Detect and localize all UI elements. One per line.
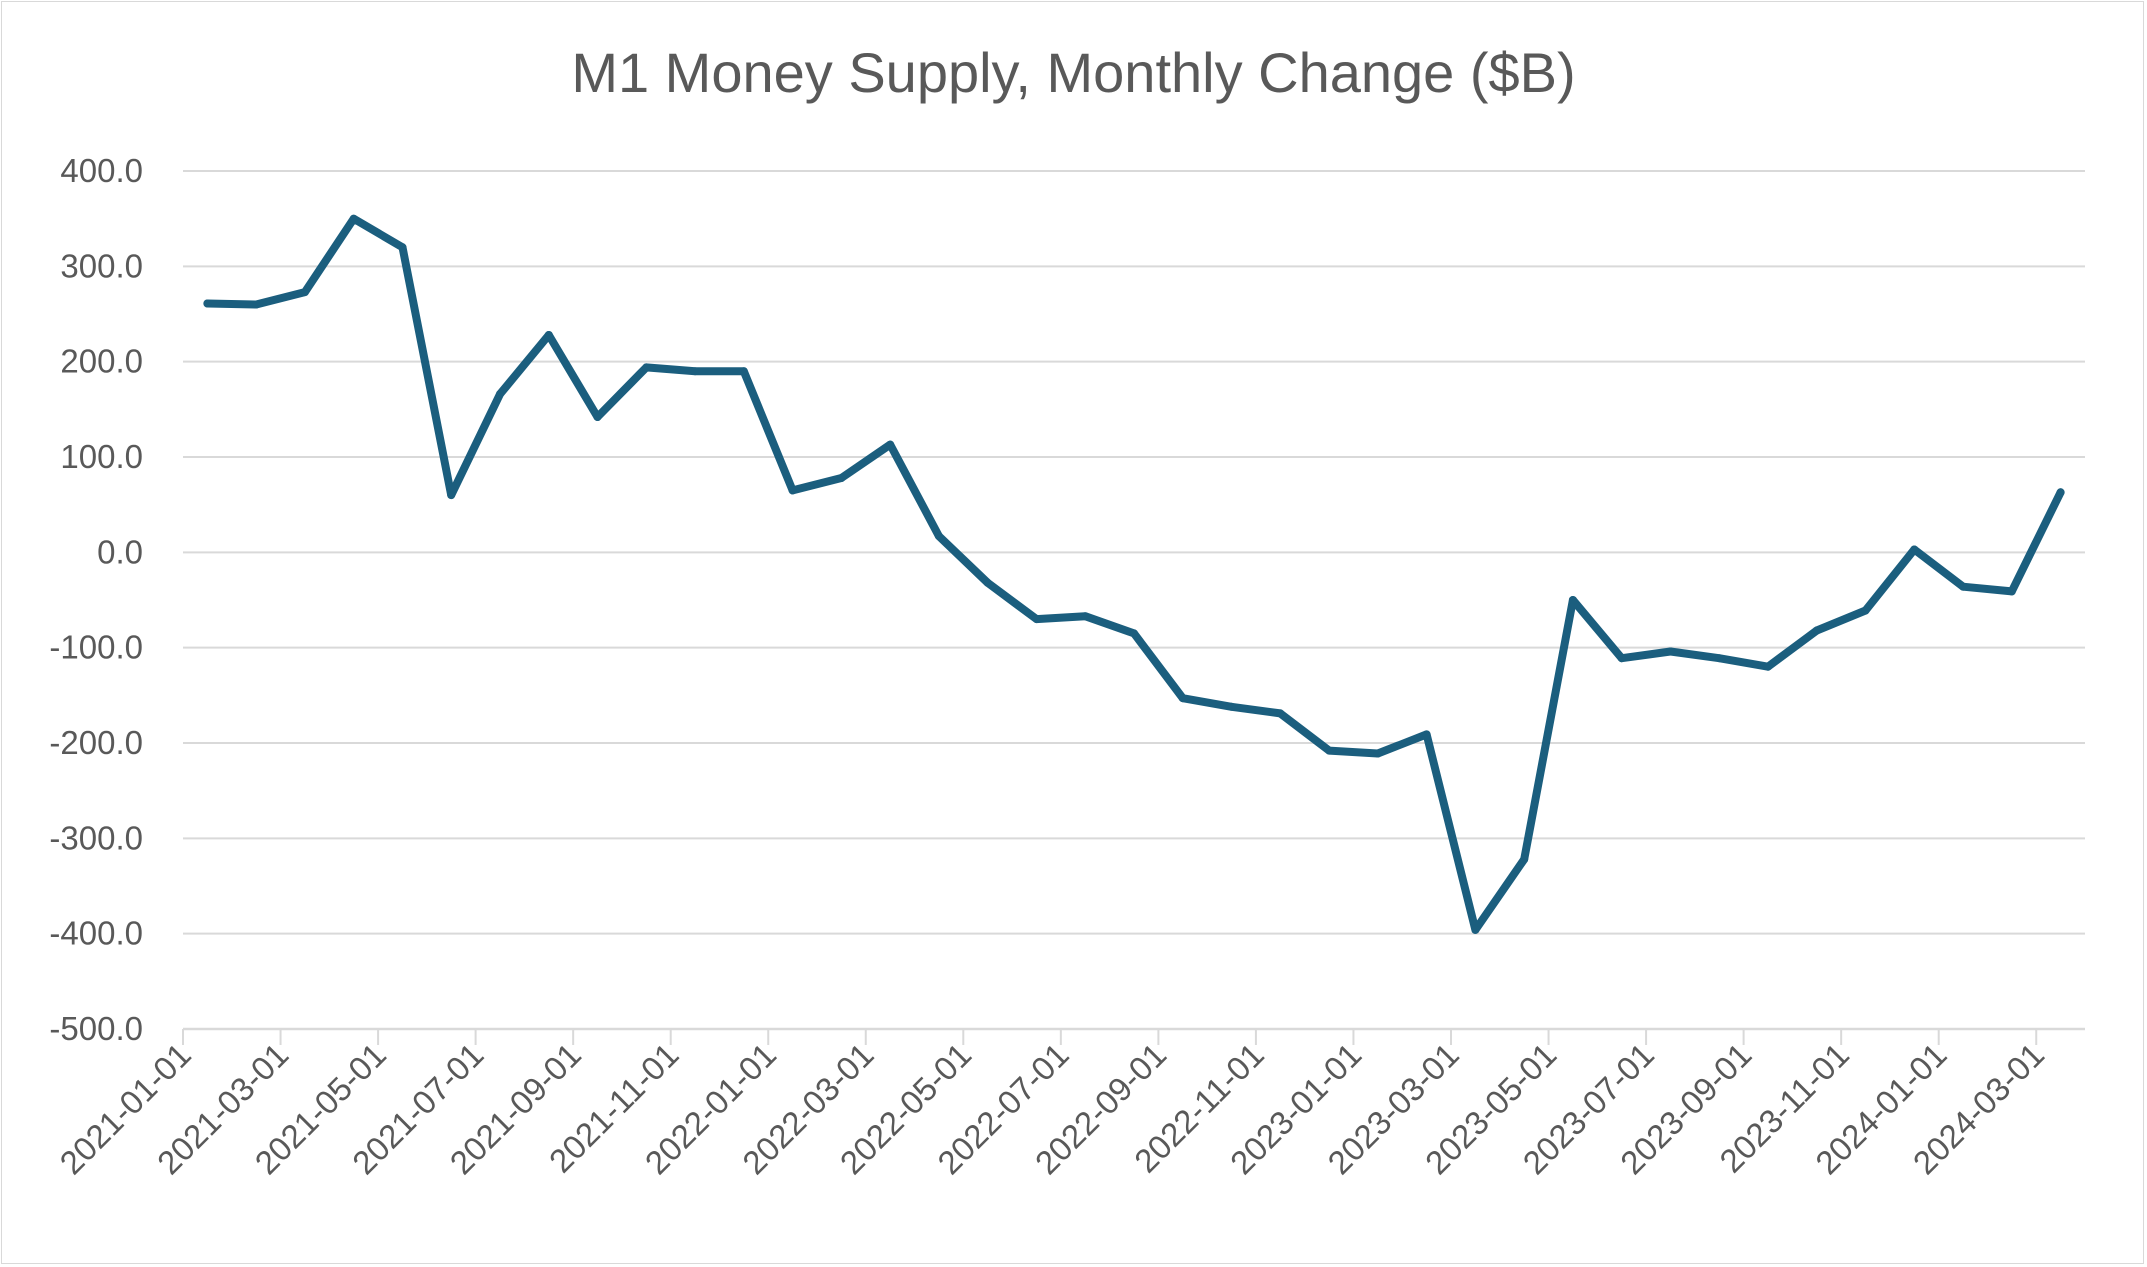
data-point	[837, 474, 846, 482]
data-point	[1276, 709, 1285, 718]
data-point	[1959, 582, 1968, 591]
data-point	[544, 331, 553, 339]
data-point	[1081, 612, 1090, 621]
y-tick-label: -500.0	[49, 1010, 143, 1047]
y-tick-label: 400.0	[60, 152, 143, 189]
data-point	[642, 363, 651, 372]
y-tick-label: 100.0	[60, 438, 143, 475]
data-point	[1861, 606, 1870, 615]
data-point	[788, 486, 797, 495]
data-point	[1764, 662, 1772, 671]
chart-title: M1 Money Supply, Monthly Change ($B)	[571, 41, 1576, 104]
data-point	[1178, 694, 1187, 703]
data-point	[934, 532, 943, 541]
data-point	[1373, 749, 1382, 758]
data-point	[1812, 626, 1821, 635]
data-point	[691, 367, 700, 376]
y-axis-labels: 400.0 300.0 200.0 100.0 0.0 -100.0 -200.0 -300.…	[49, 152, 143, 1047]
x-axis	[182, 1029, 2038, 1045]
data-point	[300, 288, 309, 297]
data-point	[447, 491, 456, 500]
y-tick-label: -300.0	[49, 819, 143, 856]
y-tick-label: 0.0	[97, 533, 143, 570]
data-point	[1471, 925, 1480, 934]
data-point	[252, 300, 261, 309]
data-point	[1715, 654, 1724, 663]
data-point	[1617, 654, 1626, 663]
data-point	[1568, 596, 1577, 604]
y-tick-label: -100.0	[49, 629, 143, 666]
series-line	[203, 214, 2065, 934]
y-tick-label: -400.0	[49, 915, 143, 952]
data-point	[593, 413, 602, 421]
gridlines	[183, 170, 2085, 1031]
y-tick-label: 200.0	[60, 343, 143, 380]
data-point	[1325, 746, 1334, 755]
data-point	[983, 578, 992, 587]
x-axis-labels: 2021-01-012021-03-012021-05-012021-07-01…	[52, 1036, 2051, 1182]
data-point	[739, 367, 748, 376]
data-point	[886, 440, 895, 449]
data-point	[1910, 545, 1919, 554]
y-tick-label: -200.0	[49, 724, 143, 761]
data-point	[1666, 647, 1675, 656]
data-point	[1032, 615, 1041, 624]
y-tick-label: 300.0	[60, 247, 143, 284]
data-point	[203, 299, 212, 308]
data-point	[1227, 702, 1236, 711]
data-point	[2056, 488, 2065, 497]
data-point	[1130, 629, 1138, 638]
data-point	[349, 214, 358, 223]
data-point	[1520, 855, 1529, 864]
data-point	[1422, 730, 1431, 739]
data-point	[398, 243, 407, 252]
data-point	[2007, 587, 2016, 596]
data-point	[496, 390, 504, 399]
series-layer	[203, 214, 2065, 934]
